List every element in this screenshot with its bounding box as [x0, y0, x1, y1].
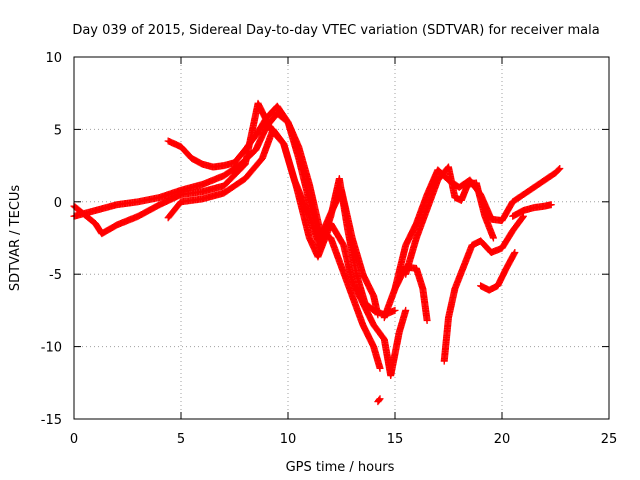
trace-8	[440, 212, 527, 365]
trace-4	[164, 125, 410, 380]
y-tick-label: -10	[41, 341, 62, 356]
trace-7	[402, 163, 497, 278]
data-point	[375, 396, 383, 404]
chart-title: Day 039 of 2015, Sidereal Day-to-day VTE…	[72, 23, 599, 38]
x-tick-label: 10	[280, 432, 297, 447]
trace-3	[164, 102, 382, 319]
data-point	[547, 201, 555, 209]
y-tick-label: -5	[49, 268, 62, 283]
trace-5	[380, 164, 564, 322]
x-tick-label: 25	[601, 432, 618, 447]
data-point	[374, 311, 382, 319]
data-point	[376, 395, 384, 403]
trace-1	[70, 109, 384, 372]
data-point	[519, 213, 527, 221]
trace-11	[374, 395, 384, 406]
trace-6	[391, 263, 431, 325]
y-tick-label: -15	[41, 413, 62, 428]
y-axis-label: SDTVAR / TECUs	[8, 185, 23, 292]
data-point	[391, 306, 399, 314]
axis-ticks: 0 5 10 15 20 25 -15 -10 -5 0 5 10	[41, 51, 618, 447]
data-point	[489, 234, 497, 242]
x-tick-label: 5	[177, 432, 185, 447]
y-tick-label: 0	[54, 196, 62, 211]
trace-9	[477, 248, 519, 294]
data-point	[556, 164, 564, 172]
trace-10	[509, 201, 555, 220]
plot-frame	[73, 56, 610, 420]
data-point	[511, 248, 519, 256]
y-tick-label: 10	[45, 51, 62, 66]
x-tick-label: 0	[70, 432, 78, 447]
data-point	[402, 306, 410, 314]
x-axis-label: GPS time / hours	[286, 460, 395, 475]
data-point	[555, 165, 563, 173]
data-point	[423, 317, 431, 325]
y-tick-label: 5	[54, 123, 62, 138]
x-tick-label: 20	[494, 432, 511, 447]
data-point	[376, 364, 384, 372]
x-tick-label: 15	[387, 432, 404, 447]
data-traces	[70, 99, 564, 406]
